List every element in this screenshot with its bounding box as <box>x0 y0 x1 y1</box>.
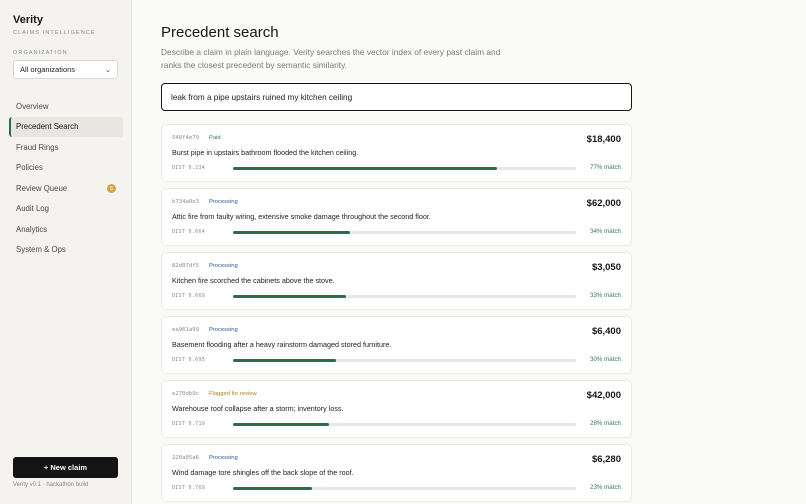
claim-summary: Basement flooding after a heavy rainstor… <box>172 340 392 349</box>
search-input[interactable]: leak from a pipe upstairs ruined my kitc… <box>161 83 632 111</box>
similarity-bar-fill <box>233 167 498 170</box>
results-list: 548f4e79 Paid $18,400 Burst pipe in upstair… <box>161 124 632 504</box>
result-card[interactable]: e270db9c Flagged for review $42,000 Warehou… <box>161 380 632 438</box>
sidebar-item-policies[interactable]: Policies <box>9 158 123 178</box>
similarity-bar <box>233 295 576 298</box>
claim-id: b734a0e3 <box>172 199 199 205</box>
result-card[interactable]: ea961a99 Processing $6,400 Basement floodin… <box>161 316 632 374</box>
sidebar-item-precedent-search[interactable]: Precedent Search <box>9 116 123 137</box>
sidebar-item-label: System & Ops <box>16 245 66 254</box>
sidebar-item-label: Audit Log <box>16 204 49 213</box>
claim-id: 220a05a6 <box>172 455 199 461</box>
sidebar-item-audit-log[interactable]: Audit Log <box>9 199 123 219</box>
similarity-bar <box>233 487 576 490</box>
sidebar-item-review-queue[interactable]: Review Queue 6 <box>9 178 123 198</box>
claim-id: ea961a99 <box>172 327 199 333</box>
count-badge: 6 <box>107 184 116 193</box>
distance-value: DIST 0.719 <box>172 421 206 427</box>
match-percent: 34% match <box>590 228 621 235</box>
similarity-bar-fill <box>233 231 350 234</box>
sidebar-item-system-ops[interactable]: System & Ops <box>9 240 123 260</box>
match-percent: 33% match <box>590 292 621 299</box>
similarity-bar <box>233 167 576 170</box>
claim-amount: $18,400 <box>586 134 621 145</box>
organization-label: ORGANIZATION <box>13 50 68 56</box>
chevron-down-icon: ⌄ <box>105 66 111 74</box>
sidebar-item-label: Overview <box>16 101 49 111</box>
claim-summary: Kitchen fire scorched the cabinets above… <box>172 276 335 285</box>
distance-value: DIST 0.669 <box>172 293 206 299</box>
status-badge: Processing <box>209 199 238 205</box>
distance-value: DIST 0.234 <box>172 165 206 171</box>
match-percent: 28% match <box>590 420 621 427</box>
result-card[interactable]: 548f4e79 Paid $18,400 Burst pipe in upstair… <box>161 124 632 182</box>
claim-amount: $42,000 <box>586 390 621 401</box>
page-title: Precedent search <box>161 24 279 41</box>
similarity-bar <box>233 231 576 234</box>
sidebar-item-label: Analytics <box>16 224 48 234</box>
status-badge: Paid <box>209 135 221 141</box>
organization-select[interactable]: All organizations ⌄ <box>13 60 118 79</box>
result-card[interactable]: 82d07df5 Processing $3,050 Kitchen fire sco… <box>161 252 632 310</box>
sidebar-item-label: Precedent Search <box>16 122 79 131</box>
claim-id: e270db9c <box>172 391 199 397</box>
result-card[interactable]: 220a05a6 Processing $6,280 Wind damage tore… <box>161 444 632 502</box>
sidebar-item-label: Fraud Rings <box>16 142 59 152</box>
status-badge: Flagged for review <box>209 391 257 397</box>
claim-amount: $6,280 <box>591 454 621 465</box>
similarity-bar-fill <box>233 359 336 362</box>
status-badge: Processing <box>209 263 238 269</box>
claim-id: 82d07df5 <box>172 263 199 269</box>
brand-name: Verity <box>13 14 43 26</box>
result-card[interactable]: b734a0e3 Processing $62,000 Attic fire from… <box>161 188 632 246</box>
claim-summary: Burst pipe in upstairs bathroom flooded … <box>172 148 359 157</box>
claim-amount: $3,050 <box>591 262 621 273</box>
page-description: Describe a claim in plain language. Veri… <box>161 47 501 70</box>
claim-amount: $6,400 <box>591 326 621 337</box>
sidebar-item-label: Policies <box>16 163 43 172</box>
sidebar: Verity CLAIMS INTELLIGENCE ORGANIZATION … <box>0 0 132 504</box>
claim-amount: $62,000 <box>586 198 621 209</box>
match-percent: 77% match <box>590 164 621 171</box>
sidebar-item-overview[interactable]: Overview <box>9 96 123 116</box>
match-percent: 30% match <box>590 356 621 363</box>
version-text: Verity v0.1 · hackathon build <box>13 482 89 488</box>
new-claim-button[interactable]: + New claim <box>13 457 118 478</box>
organization-selected: All organizations <box>20 65 76 74</box>
main-content: Precedent search Describe a claim in pla… <box>132 0 806 504</box>
similarity-bar-fill <box>233 295 347 298</box>
status-badge: Processing <box>209 455 238 461</box>
claim-id: 548f4e79 <box>172 135 199 141</box>
match-percent: 23% match <box>590 484 621 491</box>
distance-value: DIST 0.695 <box>172 357 206 363</box>
distance-value: DIST 0.769 <box>172 485 206 491</box>
brand-subtitle: CLAIMS INTELLIGENCE <box>13 30 96 36</box>
sidebar-item-fraud-rings[interactable]: Fraud Rings <box>9 137 123 157</box>
distance-value: DIST 0.664 <box>172 229 206 235</box>
sidebar-item-label: Review Queue <box>16 183 68 193</box>
claim-summary: Warehouse roof collapse after a storm; i… <box>172 404 344 413</box>
claim-summary: Attic fire from faulty wiring, extensive… <box>172 212 431 221</box>
sidebar-nav: Overview Precedent Search Fraud Rings Polic… <box>9 96 123 260</box>
similarity-bar <box>233 359 576 362</box>
status-badge: Processing <box>209 327 238 333</box>
similarity-bar <box>233 423 576 426</box>
claim-summary: Wind damage tore shingles off the back s… <box>172 468 354 477</box>
sidebar-item-analytics[interactable]: Analytics <box>9 219 123 239</box>
similarity-bar-fill <box>233 423 330 426</box>
similarity-bar-fill <box>233 487 312 490</box>
